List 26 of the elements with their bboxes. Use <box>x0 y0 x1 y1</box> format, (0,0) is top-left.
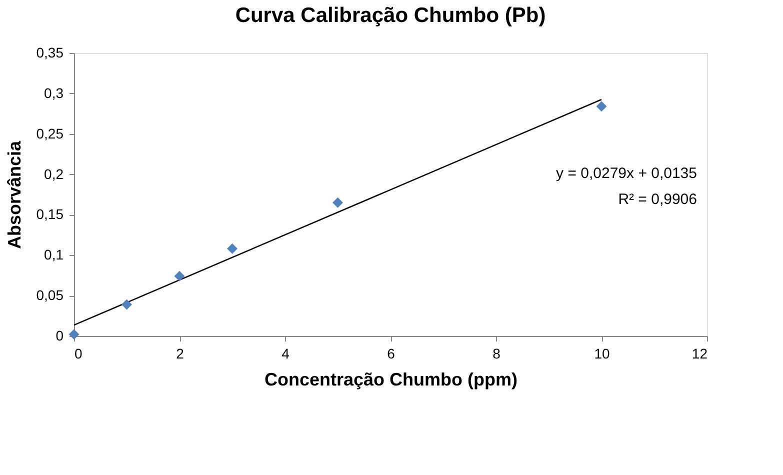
point <box>174 270 185 282</box>
point <box>122 299 132 310</box>
y-tick-label: 0,35 <box>36 44 64 60</box>
x-tick-label: 2 <box>176 346 184 362</box>
y-tick-label: 0,25 <box>36 125 64 142</box>
y-tick-label: 0,3 <box>44 84 64 101</box>
x-axis-title: Concentração Chumbo (ppm) <box>264 370 518 390</box>
x-tick-label: 8 <box>492 346 501 362</box>
y-tick-label: 0,05 <box>36 287 64 304</box>
point <box>227 243 238 254</box>
chart-title: Curva Calibração Chumbo (Pb) <box>235 4 546 27</box>
point <box>68 329 80 340</box>
point <box>332 197 343 208</box>
x-tick-label: 6 <box>387 346 396 362</box>
x-tick-label: 0 <box>74 346 82 362</box>
y-tick-label: 0,1 <box>44 246 64 263</box>
annotation: R² = 0,9906 <box>618 191 697 208</box>
y-axis-title: Absorvância <box>4 140 24 250</box>
annotation: y = 0,0279x + 0,0135 <box>556 165 697 182</box>
x-tick-label: 4 <box>282 346 290 362</box>
y-tick-label: 0 <box>56 328 64 344</box>
x-tick-label: 10 <box>594 346 610 362</box>
x-tick-label: 12 <box>692 346 708 362</box>
point <box>596 101 607 112</box>
y-tick-label: 0,15 <box>36 206 64 222</box>
y-tick-label: 0,2 <box>44 166 64 182</box>
